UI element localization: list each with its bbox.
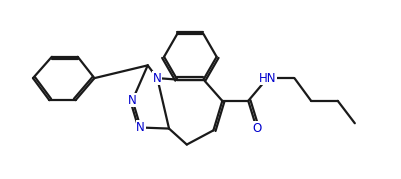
Text: N: N bbox=[136, 121, 145, 134]
Text: N: N bbox=[128, 94, 136, 107]
Text: N: N bbox=[152, 72, 161, 85]
Text: O: O bbox=[251, 122, 261, 135]
Text: HN: HN bbox=[258, 72, 275, 85]
